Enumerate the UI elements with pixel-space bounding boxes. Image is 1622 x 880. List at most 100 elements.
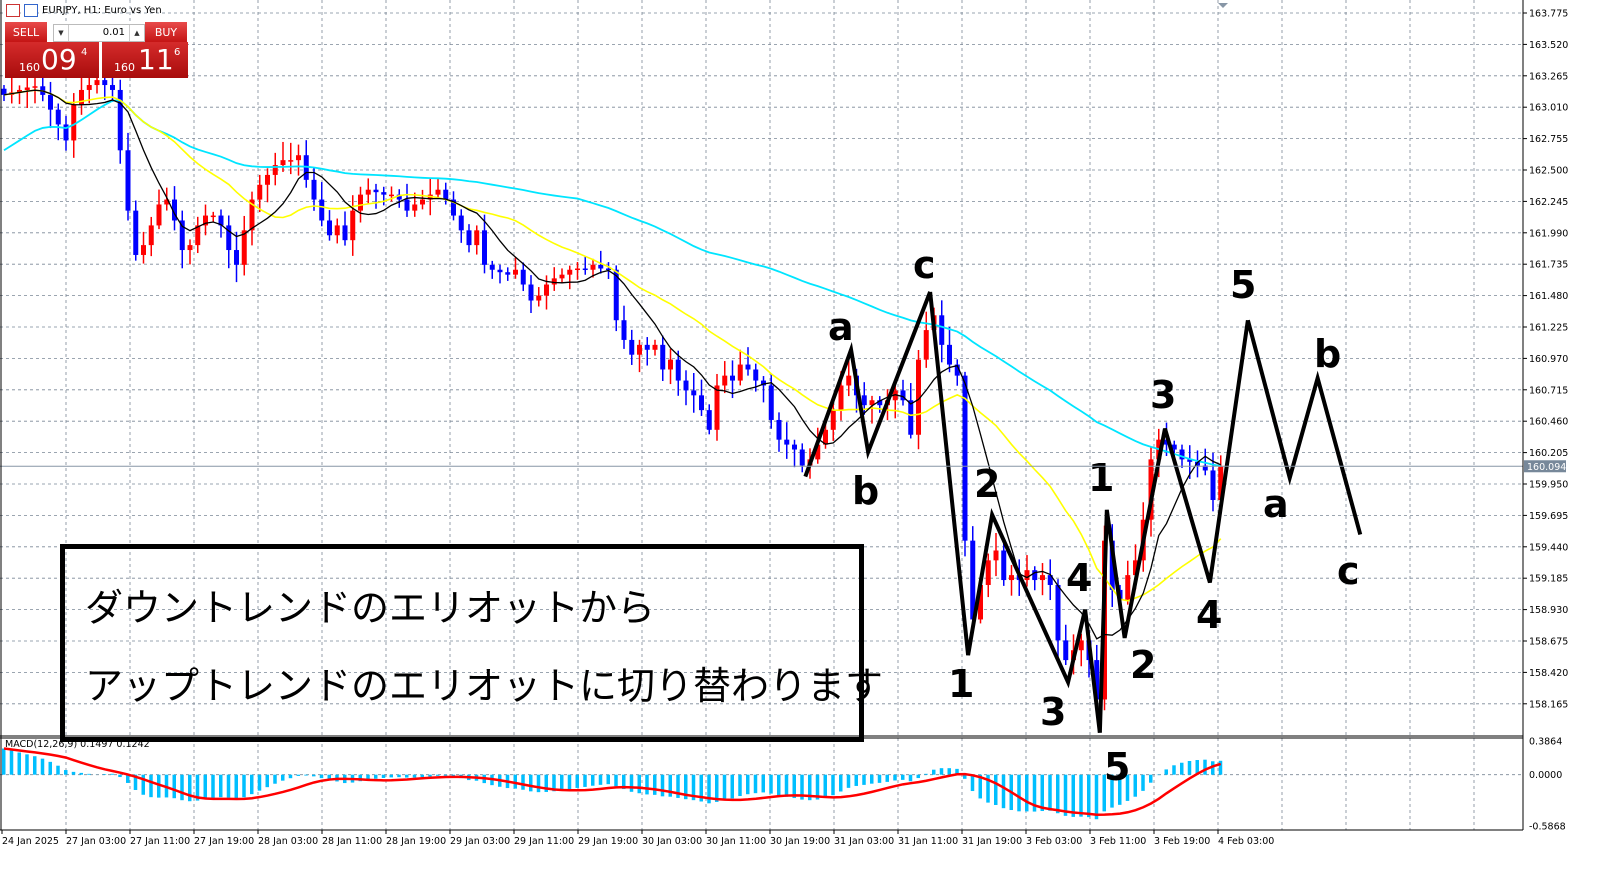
wave-abc_down [803, 291, 932, 478]
candle-body [141, 245, 146, 255]
candle [226, 215, 232, 269]
candle [722, 361, 728, 394]
macd-histogram-bar [40, 758, 45, 775]
candle-body [102, 80, 108, 86]
time-tick-label: 29 Jan 03:00 [450, 836, 510, 847]
candle-body [1078, 640, 1084, 651]
decrease-lot-icon[interactable]: ▼ [58, 29, 64, 37]
price-tick-label: 163.520 [1529, 40, 1568, 51]
candle [699, 379, 704, 416]
candle-body [505, 272, 511, 275]
macd-histogram-bar [691, 774, 696, 801]
candle-body [815, 444, 821, 460]
sell-price[interactable]: 160 09 4 [5, 42, 99, 78]
macd-histogram-bar [730, 774, 734, 799]
macd-histogram-bar [1187, 761, 1192, 775]
candle-body [528, 284, 534, 301]
candle [1047, 559, 1053, 601]
macd-histogram-bar [939, 768, 944, 775]
candle [458, 209, 464, 243]
candle [288, 142, 294, 175]
candle [761, 376, 766, 403]
candle-body [823, 429, 828, 445]
candle-body [1055, 584, 1061, 641]
candle-body [365, 189, 371, 195]
candle [249, 191, 255, 246]
macd-histogram-bar [614, 774, 618, 787]
macd-histogram-bar [1079, 774, 1083, 817]
macd-signal-line [3, 747, 1222, 816]
lot-size-input[interactable]: 0.01 [68, 25, 130, 41]
macd-histogram-bar [684, 774, 688, 800]
time-tick-label: 28 Jan 03:00 [258, 836, 318, 847]
chart-window-icon[interactable] [24, 4, 38, 17]
macd-histogram-bar [637, 774, 641, 794]
candle-body [172, 199, 177, 221]
elliott-waves: a b c 1 2 3 4 5 1 2 3 4 5 a b c [803, 243, 1363, 789]
candle [598, 250, 604, 274]
wave-label: c [913, 243, 936, 287]
price-tick-label: 160.205 [1529, 448, 1568, 459]
candle-body [358, 194, 363, 211]
candle [520, 262, 526, 292]
buy-price[interactable]: 160 11 6 [102, 42, 188, 78]
candle-body [164, 199, 170, 205]
sell-price-pips: 09 [41, 43, 77, 76]
candle-body [489, 264, 495, 270]
candle-body [195, 225, 201, 246]
macd-panel [2, 747, 1223, 820]
candle-body [110, 85, 115, 90]
sell-price-fraction: 4 [81, 47, 88, 58]
lot-size-stepper[interactable]: ▼ 0.01 ▲ [53, 24, 145, 42]
candle [319, 182, 325, 227]
macd-histogram-bar [591, 774, 595, 786]
macd-histogram-bar [211, 774, 215, 798]
candle-body [257, 184, 263, 200]
macd-histogram-bar [629, 774, 634, 792]
candle-body [319, 199, 325, 221]
candle-body [24, 87, 30, 90]
candle [652, 339, 658, 356]
macd-histogram-bar [188, 774, 192, 802]
macd-histogram-bar [126, 774, 130, 783]
buy-button[interactable]: BUY [145, 22, 187, 42]
candle [381, 186, 387, 206]
candle-body [675, 359, 681, 381]
macd-histogram-bar [420, 774, 424, 778]
candle-body [1009, 575, 1014, 581]
candle [1063, 624, 1069, 666]
candle-body [792, 444, 797, 450]
candle [1024, 555, 1030, 587]
chart-list-icon[interactable] [6, 4, 20, 17]
macd-histogram-bar [986, 774, 990, 803]
time-tick-label: 28 Jan 19:00 [386, 836, 446, 847]
candle-body [923, 330, 929, 360]
candle [621, 305, 627, 349]
sell-button[interactable]: SELL [5, 22, 47, 42]
candle-body [699, 395, 704, 411]
macd-histogram-bar [606, 774, 610, 785]
candle [296, 144, 301, 176]
candle [466, 224, 472, 253]
ma-mid-line [3, 89, 1222, 602]
candle-body [396, 194, 402, 200]
macd-histogram-bar [180, 774, 184, 801]
macd-histogram-bar [79, 772, 83, 775]
candle [1125, 560, 1131, 605]
candle-body [210, 215, 216, 218]
macd-histogram-bar [916, 774, 920, 779]
candle-body [334, 225, 340, 236]
candle-body [296, 155, 301, 161]
macd-histogram-bar [839, 774, 843, 792]
candle-body [63, 124, 69, 141]
macd-tick-label: 0.0000 [1529, 770, 1562, 781]
candle-body [148, 225, 154, 246]
candle [435, 178, 441, 199]
candle-body [513, 269, 518, 275]
increase-lot-icon[interactable]: ▲ [134, 29, 140, 37]
macd-histogram-bar [405, 774, 409, 778]
candle [730, 360, 735, 399]
candle-body [652, 344, 658, 350]
candle [195, 216, 201, 254]
